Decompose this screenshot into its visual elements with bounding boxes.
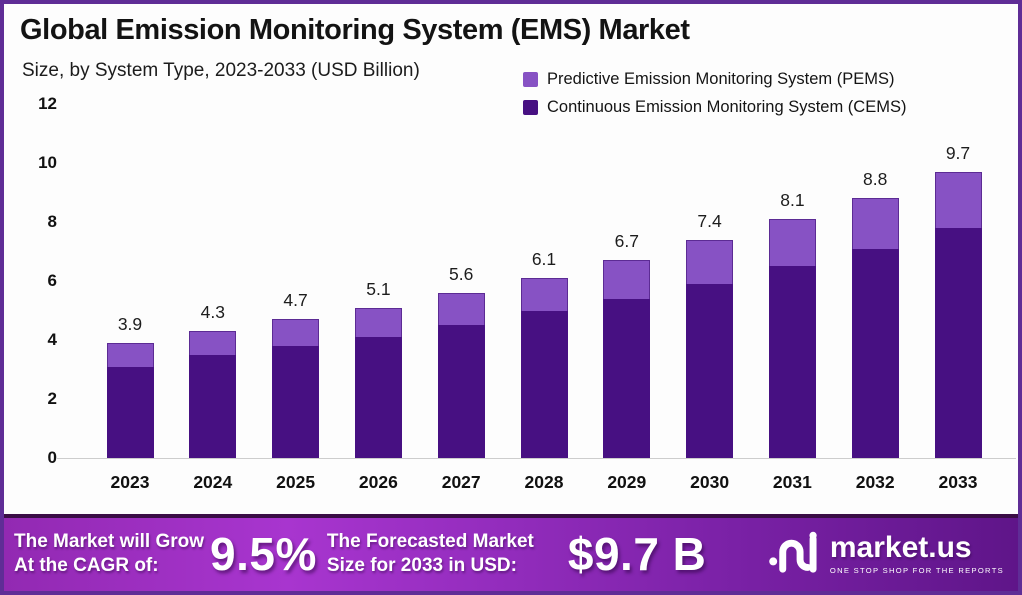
cagr-value: 9.5% xyxy=(210,527,317,580)
bar-total-label: 4.3 xyxy=(200,302,225,323)
x-axis-year-label: 2032 xyxy=(855,472,895,492)
bar-segment-cems xyxy=(189,354,237,458)
chart-subtitle: Size, by System Type, 2023-2033 (USD Bil… xyxy=(22,60,420,81)
bar-segment-cems xyxy=(354,337,402,458)
x-axis-year-label: 2027 xyxy=(441,472,481,492)
cagr-label-line1: The Market will Grow xyxy=(14,530,205,552)
bar-segment-pems xyxy=(768,219,816,267)
bar-segment-pems xyxy=(520,278,568,311)
market-us-logo-mark-icon xyxy=(768,528,820,579)
bar-segment-cems xyxy=(603,298,651,458)
chart-region: Global Emission Monitoring System (EMS) … xyxy=(4,4,1018,514)
bar-segment-cems xyxy=(106,366,154,458)
bar-total-label: 6.1 xyxy=(531,249,557,270)
bar-total-label: 8.8 xyxy=(863,169,888,190)
page-title: Global Emission Monitoring System (EMS) … xyxy=(20,14,690,46)
bar-segment-pems xyxy=(189,331,237,355)
bar-2024 xyxy=(189,331,237,458)
footer-banner: The Market will Grow At the CAGR of: 9.5… xyxy=(4,518,1018,591)
bar-2027 xyxy=(437,292,485,458)
bar-2032 xyxy=(851,198,899,458)
cagr-label: The Market will Grow At the CAGR of: xyxy=(14,530,204,578)
forecast-label-line2: Size for 2033 in USD: xyxy=(326,554,517,576)
banner-top-divider xyxy=(4,514,1018,518)
bar-total-label: 6.7 xyxy=(614,231,639,252)
y-axis-tick-label: 12 xyxy=(38,94,57,113)
y-axis-tick-label: 0 xyxy=(47,448,57,467)
y-axis-tick-label: 10 xyxy=(38,153,57,172)
bar-total-label: 5.1 xyxy=(366,278,391,299)
x-axis-year-label: 2028 xyxy=(524,472,564,492)
bar-segment-pems xyxy=(354,307,402,338)
x-axis-year-label: 2023 xyxy=(110,472,150,492)
x-axis-year-label: 2029 xyxy=(607,472,647,492)
y-axis-tick-label: 4 xyxy=(47,330,57,349)
bar-segment-pems xyxy=(272,319,320,346)
bar-segment-pems xyxy=(106,342,154,367)
x-axis-year-label: 2025 xyxy=(276,472,316,492)
legend-swatch-icon xyxy=(523,100,538,115)
legend-item: Predictive Emission Monitoring System (P… xyxy=(523,70,906,89)
x-axis-year-label: 2026 xyxy=(358,472,398,492)
bar-segment-pems xyxy=(686,239,734,284)
bar-2031 xyxy=(768,219,816,458)
forecast-value: $9.7 B xyxy=(567,527,707,580)
bar-2026 xyxy=(354,307,402,458)
y-axis-tick-label: 6 xyxy=(47,271,57,290)
bar-segment-cems xyxy=(272,345,320,458)
logo-name: market.us xyxy=(829,530,972,564)
bar-2023 xyxy=(106,342,154,458)
bar-total-label: 5.6 xyxy=(449,263,474,284)
x-axis-year-label: 2024 xyxy=(193,472,233,492)
bar-total-label: 4.7 xyxy=(283,290,308,311)
forecast-label-line1: The Forecasted Market xyxy=(326,530,534,552)
logo-tagline: ONE STOP SHOP FOR THE REPORTS xyxy=(829,565,1004,575)
y-axis-tick-label: 8 xyxy=(47,212,57,231)
bar-segment-pems xyxy=(437,292,485,326)
bar-2033 xyxy=(934,171,982,458)
bar-2029 xyxy=(603,260,651,458)
bar-2025 xyxy=(272,319,320,458)
x-axis-year-label: 2031 xyxy=(772,472,812,492)
legend-label: Predictive Emission Monitoring System (P… xyxy=(547,70,895,88)
forecast-label: The Forecasted Market Size for 2033 in U… xyxy=(327,530,534,578)
bar-2030 xyxy=(686,239,734,458)
bar-total-label: 8.1 xyxy=(780,190,805,211)
y-axis-tick-label: 2 xyxy=(47,389,57,408)
chart-legend: Predictive Emission Monitoring System (P… xyxy=(523,70,906,117)
bar-2028 xyxy=(520,278,568,458)
legend-label: Continuous Emission Monitoring System (C… xyxy=(547,98,907,116)
bar-segment-pems xyxy=(851,198,899,249)
bar-segment-pems xyxy=(603,260,651,299)
bar-total-label: 7.4 xyxy=(697,210,722,231)
bar-segment-cems xyxy=(768,266,816,458)
bar-segment-pems xyxy=(934,171,982,228)
bar-total-label: 3.9 xyxy=(117,313,143,334)
x-axis-line xyxy=(57,458,1016,459)
x-axis-year-label: 2030 xyxy=(690,472,730,492)
bar-segment-cems xyxy=(437,325,485,458)
x-axis-year-label: 2033 xyxy=(938,472,978,492)
market-us-logo: market.us ONE STOP SHOP FOR THE REPORTS xyxy=(768,528,1004,579)
cagr-label-line2: At the CAGR of: xyxy=(14,554,159,576)
legend-swatch-icon xyxy=(523,72,538,87)
bar-segment-cems xyxy=(934,227,982,458)
bar-segment-cems xyxy=(686,283,734,458)
bar-segment-cems xyxy=(520,310,568,458)
plot-area: 0 2 4 6 8 10 12 3.9 2023 4.3 2024 4.7 2025 5.1 2026 5.6… xyxy=(38,94,1016,492)
bar-segment-cems xyxy=(851,248,899,458)
bar-total-label: 9.7 xyxy=(945,142,971,163)
legend-item: Continuous Emission Monitoring System (C… xyxy=(523,98,906,117)
